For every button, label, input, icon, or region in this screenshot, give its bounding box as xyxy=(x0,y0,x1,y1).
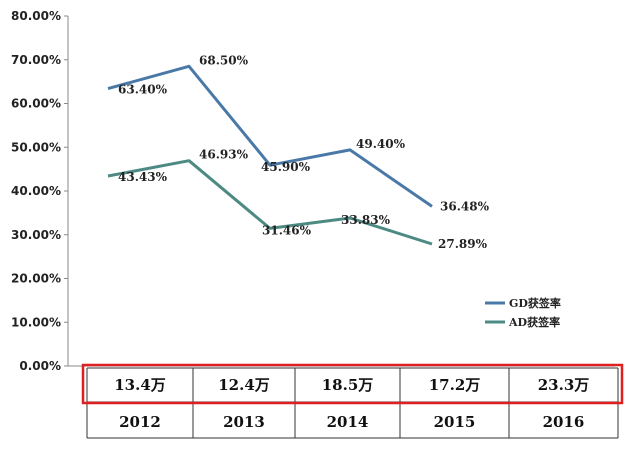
y-tick-label: 30.00% xyxy=(11,228,61,242)
table-cell-year: 2013 xyxy=(223,413,265,431)
series-line-1 xyxy=(107,64,433,208)
y-tick-label: 10.00% xyxy=(11,315,61,329)
y-tick-label: 40.00% xyxy=(11,184,61,198)
data-label: 68.50% xyxy=(199,53,249,67)
chart-lines xyxy=(107,64,433,246)
series-line-2 xyxy=(107,159,433,246)
data-label: 49.40% xyxy=(356,137,406,151)
table-cell-applicants: 17.2万 xyxy=(429,376,481,394)
legend: GD获签率 AD获签率 xyxy=(485,296,561,329)
table-cell-applicants: 18.5万 xyxy=(322,376,374,394)
table-cell-year: 2014 xyxy=(327,413,369,431)
highlight-box xyxy=(81,363,624,405)
data-label: 27.89% xyxy=(438,237,488,251)
y-tick-label: 50.00% xyxy=(11,140,61,154)
table-cell-applicants: 12.4万 xyxy=(218,376,270,394)
legend-label: AD获签率 xyxy=(508,315,560,329)
table-cell-year: 2015 xyxy=(434,413,476,431)
data-label: 43.43% xyxy=(118,170,168,184)
legend-label: GD获签率 xyxy=(509,296,561,310)
table-cell-applicants: 13.4万 xyxy=(114,376,166,394)
table-cell-year: 2016 xyxy=(543,413,585,431)
data-table: 13.4万 2012 12.4万 2013 18.5万 2014 17.2万 2015 23.3… xyxy=(81,363,624,439)
data-label: 36.48% xyxy=(440,199,490,213)
y-tick-label: 70.00% xyxy=(11,53,61,67)
y-axis-ticks: 0.00% 10.00% 20.00% 30.00% 40.00% 50.00% 60.00… xyxy=(11,9,68,373)
data-label: 63.40% xyxy=(118,83,168,97)
y-tick-label: 60.00% xyxy=(11,97,61,111)
y-tick-label: 80.00% xyxy=(11,9,61,23)
data-labels: 63.40% 68.50% 45.90% 49.40% 36.48% 43.43% 46.9… xyxy=(118,53,490,251)
data-label: 31.46% xyxy=(262,223,312,237)
data-label: 33.83% xyxy=(341,213,391,227)
table-cell-applicants: 23.3万 xyxy=(538,376,590,394)
chart-axes xyxy=(67,16,615,367)
table-cell-year: 2012 xyxy=(119,413,161,431)
y-tick-label: 20.00% xyxy=(11,272,61,286)
data-label: 45.90% xyxy=(261,160,311,174)
y-tick-label: 0.00% xyxy=(19,359,61,373)
data-label: 46.93% xyxy=(199,148,249,162)
